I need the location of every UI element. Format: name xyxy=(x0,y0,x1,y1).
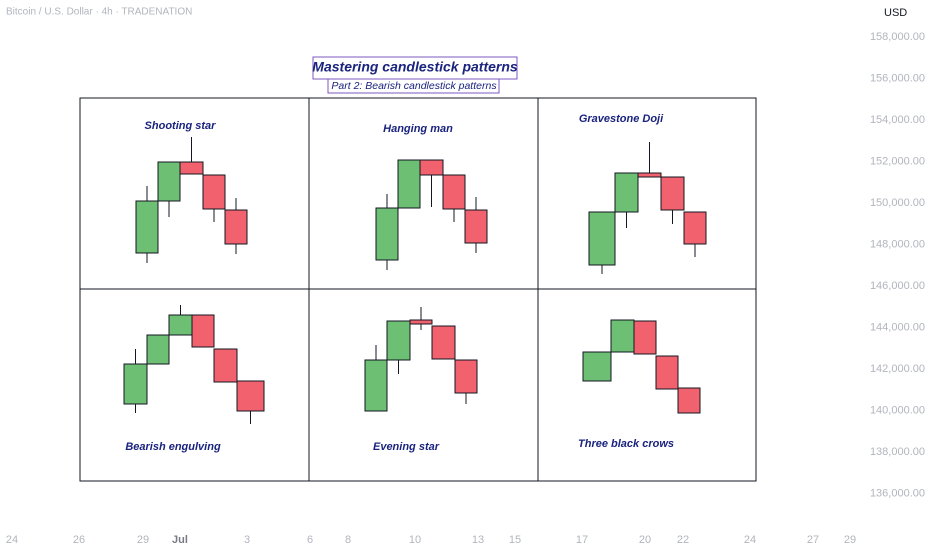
candle-body xyxy=(419,159,444,176)
candle-body xyxy=(582,351,612,382)
time-label: 3 xyxy=(244,534,250,546)
price-label: 158,000.00 xyxy=(870,31,925,43)
pattern-label: Bearish engulving xyxy=(125,441,221,453)
candle-body xyxy=(364,359,388,412)
time-label: Jul xyxy=(172,534,188,546)
candle-body xyxy=(179,161,204,175)
price-label: 156,000.00 xyxy=(870,72,925,84)
candle-body xyxy=(191,314,215,348)
candle-body xyxy=(655,355,679,390)
price-label: 142,000.00 xyxy=(870,363,925,375)
time-label: 15 xyxy=(509,534,521,546)
candle-body xyxy=(386,320,411,361)
time-label: 29 xyxy=(844,534,856,546)
time-label: 27 xyxy=(807,534,819,546)
price-label: 152,000.00 xyxy=(870,155,925,167)
candle-body xyxy=(610,319,635,353)
candle-body xyxy=(464,209,488,244)
price-label: 140,000.00 xyxy=(870,404,925,416)
time-label: 24 xyxy=(6,534,18,546)
candle-body xyxy=(660,176,685,211)
subtitle-box xyxy=(327,78,500,94)
time-label: 20 xyxy=(639,534,651,546)
candle-body xyxy=(431,325,456,360)
price-label: 150,000.00 xyxy=(870,197,925,209)
candle-body xyxy=(454,359,478,394)
pattern-label: Shooting star xyxy=(145,120,217,132)
candle-body xyxy=(614,172,639,213)
time-label: 13 xyxy=(472,534,484,546)
candle-body xyxy=(146,334,170,365)
time-label: 22 xyxy=(677,534,689,546)
candle-body xyxy=(442,174,466,210)
price-label: 154,000.00 xyxy=(870,114,925,126)
time-label: 24 xyxy=(744,534,756,546)
pattern-label: Hanging man xyxy=(383,123,453,135)
candle-body xyxy=(224,209,248,245)
time-label: 8 xyxy=(345,534,351,546)
candle-body xyxy=(409,319,433,325)
time-label: 29 xyxy=(137,534,149,546)
pattern-label: Evening star xyxy=(373,441,440,453)
currency: USD xyxy=(884,7,907,19)
subtitle: Part 2: Bearish candlestick patterns xyxy=(331,80,497,92)
candle-body xyxy=(588,211,616,266)
price-label: 146,000.00 xyxy=(870,280,925,292)
candle-body xyxy=(683,211,707,245)
candle-body xyxy=(213,348,238,383)
candle-body xyxy=(397,159,421,209)
price-label: 148,000.00 xyxy=(870,238,925,250)
candle-body xyxy=(168,314,193,336)
price-label: 144,000.00 xyxy=(870,321,925,333)
symbol: Bitcoin / U.S. Dollar · 4h · TRADENATION xyxy=(6,7,192,18)
pattern-label: Gravestone Doji xyxy=(579,113,664,125)
title: Mastering candlestick patterns xyxy=(312,59,518,75)
candle-body xyxy=(202,174,226,210)
candle-body xyxy=(633,320,657,355)
time-label: 26 xyxy=(73,534,85,546)
time-label: 10 xyxy=(409,534,421,546)
price-label: 136,000.00 xyxy=(870,487,925,499)
candle-body xyxy=(637,172,662,178)
time-label: 6 xyxy=(307,534,313,546)
panel-grid xyxy=(79,97,757,482)
time-label: 17 xyxy=(576,534,588,546)
candle-body xyxy=(677,387,701,414)
candle-body xyxy=(135,200,159,254)
pattern-label: Three black crows xyxy=(578,438,674,450)
candle-body xyxy=(236,380,265,412)
price-label: 138,000.00 xyxy=(870,446,925,458)
candle-body xyxy=(157,161,181,202)
candle-body xyxy=(123,363,148,405)
candle-body xyxy=(375,207,399,261)
